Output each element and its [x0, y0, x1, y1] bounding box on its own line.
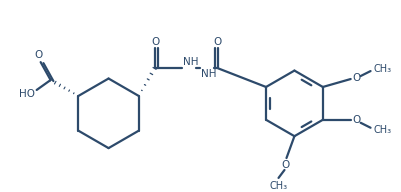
Text: O: O: [282, 160, 290, 170]
Text: O: O: [213, 36, 221, 46]
Text: CH₃: CH₃: [373, 64, 391, 74]
Text: O: O: [352, 73, 361, 83]
Text: O: O: [34, 50, 43, 60]
Text: NH: NH: [200, 69, 216, 79]
Text: HO: HO: [19, 89, 35, 99]
Text: O: O: [152, 36, 160, 46]
Text: CH₃: CH₃: [373, 125, 391, 135]
Text: CH₃: CH₃: [269, 181, 288, 191]
Text: NH: NH: [182, 57, 198, 67]
Text: O: O: [352, 115, 361, 125]
